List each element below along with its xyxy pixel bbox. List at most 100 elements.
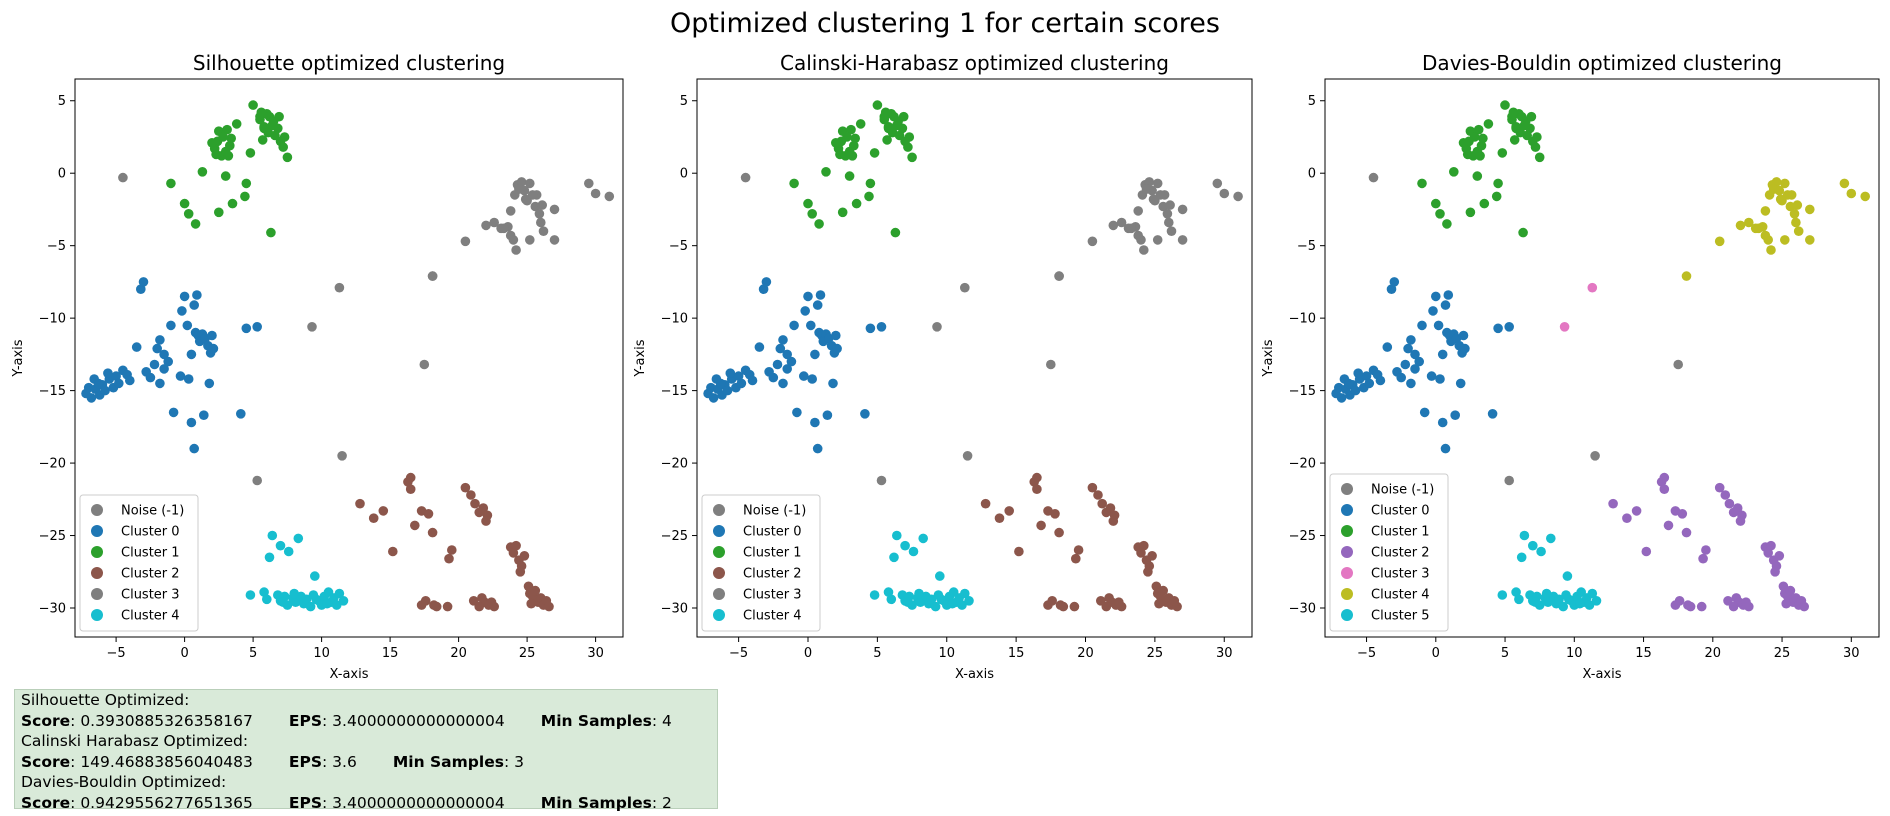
data-point bbox=[1782, 190, 1793, 200]
data-point bbox=[368, 513, 379, 523]
summary-header-2: Davies-Bouldin Optimized: bbox=[21, 773, 227, 791]
data-point bbox=[1763, 548, 1773, 558]
y-tick-label: 5 bbox=[58, 94, 66, 109]
data-point bbox=[758, 284, 769, 295]
data-point bbox=[1440, 443, 1451, 454]
data-point bbox=[1152, 178, 1163, 189]
data-point bbox=[1364, 378, 1375, 389]
panel-title: Calinski-Harabasz optimized clustering bbox=[780, 51, 1169, 75]
data-point bbox=[1133, 206, 1143, 216]
data-point bbox=[189, 300, 199, 310]
y-tick-label: 0 bbox=[680, 167, 688, 182]
data-point bbox=[186, 417, 197, 428]
data-point bbox=[1507, 114, 1517, 125]
data-point bbox=[1097, 498, 1107, 509]
data-point bbox=[278, 142, 289, 152]
data-point bbox=[334, 282, 345, 293]
data-point bbox=[957, 600, 967, 610]
data-point bbox=[1406, 335, 1416, 345]
data-point bbox=[511, 540, 521, 551]
data-point bbox=[1116, 601, 1127, 612]
y-tick-label: −5 bbox=[669, 239, 688, 254]
legend-marker bbox=[91, 588, 103, 600]
data-point bbox=[1036, 520, 1046, 531]
data-point bbox=[1437, 349, 1448, 360]
data-point bbox=[1493, 178, 1503, 189]
data-point bbox=[525, 235, 535, 245]
legend-marker bbox=[91, 609, 103, 621]
data-point bbox=[1442, 219, 1452, 229]
data-point bbox=[1500, 100, 1510, 110]
data-point bbox=[1860, 191, 1870, 202]
x-tick-label: 20 bbox=[1705, 646, 1722, 661]
data-point bbox=[264, 552, 275, 563]
data-point bbox=[1766, 245, 1776, 255]
data-point bbox=[1437, 417, 1448, 428]
data-point bbox=[815, 290, 826, 300]
data-point bbox=[289, 588, 300, 599]
data-point bbox=[1476, 140, 1487, 151]
data-point bbox=[257, 135, 268, 145]
y-tick-label: −25 bbox=[661, 529, 688, 544]
data-point bbox=[812, 443, 823, 454]
data-point bbox=[1004, 506, 1014, 516]
summary-values-2: Score: 0.9429556277651365 EPS: 3.40000000… bbox=[21, 793, 711, 814]
data-point bbox=[1479, 198, 1490, 209]
data-point bbox=[1622, 513, 1632, 523]
data-point bbox=[1375, 375, 1386, 386]
data-point bbox=[111, 371, 121, 381]
data-point bbox=[846, 124, 856, 135]
data-point bbox=[1723, 596, 1733, 606]
data-point bbox=[1141, 184, 1152, 194]
data-point bbox=[1536, 546, 1546, 557]
legend-label: Cluster 1 bbox=[1371, 525, 1430, 540]
data-point bbox=[155, 335, 165, 345]
data-point bbox=[1108, 516, 1119, 526]
data-point bbox=[1483, 119, 1494, 129]
y-tick-label: −20 bbox=[661, 457, 688, 472]
plot-frame bbox=[1324, 78, 1880, 638]
data-point bbox=[177, 306, 187, 316]
data-point bbox=[1504, 475, 1514, 486]
legend-label: Cluster 1 bbox=[743, 546, 802, 561]
data-point bbox=[903, 142, 913, 152]
data-point bbox=[980, 498, 991, 509]
y-tick-label: −20 bbox=[39, 457, 66, 472]
data-point bbox=[245, 148, 256, 158]
legend-marker bbox=[1341, 504, 1353, 516]
data-point bbox=[168, 407, 179, 418]
data-point bbox=[782, 364, 792, 374]
y-tick-label: −30 bbox=[39, 602, 66, 617]
data-point bbox=[1497, 590, 1508, 600]
data-point bbox=[1515, 127, 1526, 138]
data-point bbox=[1674, 596, 1685, 606]
summary-eps-1: EPS: 3.6 bbox=[288, 752, 357, 771]
data-point bbox=[736, 378, 747, 389]
data-point bbox=[252, 322, 262, 332]
x-tick-label: 10 bbox=[313, 646, 330, 661]
data-point bbox=[1087, 482, 1098, 493]
data-point bbox=[1519, 120, 1530, 131]
data-point bbox=[515, 567, 526, 577]
data-point bbox=[1144, 177, 1155, 187]
data-point bbox=[1677, 509, 1688, 519]
summary-min-samples-0: Min Samples: 4 bbox=[540, 711, 672, 730]
scatter-panel-1: Silhouette optimized clustering −5 0 5 10 15 2… bbox=[11, 51, 624, 682]
figure-suptitle: Optimized clustering 1 for certain score… bbox=[670, 8, 1220, 39]
data-point bbox=[1771, 177, 1782, 187]
data-point bbox=[590, 188, 601, 199]
data-point bbox=[166, 178, 176, 189]
data-point bbox=[334, 588, 345, 599]
data-point bbox=[179, 198, 190, 209]
x-tick-label: 5 bbox=[249, 646, 257, 661]
data-point bbox=[1735, 220, 1746, 231]
optimization-summary-box: Silhouette Optimized: Score: 0.3930885326… bbox=[14, 689, 718, 812]
legend-marker bbox=[91, 525, 103, 537]
summary-header-0: Silhouette Optimized: bbox=[21, 691, 190, 709]
data-point bbox=[192, 290, 202, 300]
data-point bbox=[1087, 236, 1098, 247]
data-point bbox=[926, 594, 937, 605]
data-point bbox=[263, 127, 274, 138]
summary-eps-2: EPS: 3.4000000000000004 bbox=[288, 793, 505, 812]
data-point bbox=[1714, 236, 1725, 247]
